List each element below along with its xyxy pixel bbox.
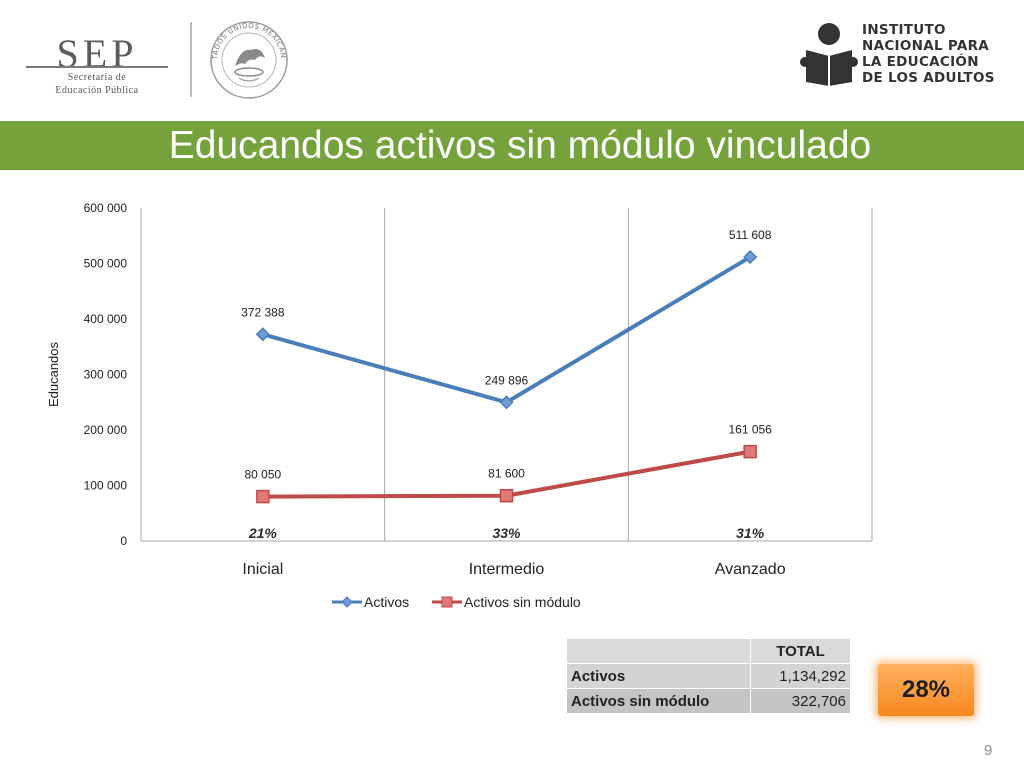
percentage-annotation: 31%	[736, 525, 765, 541]
table-row-value: 1,134,292	[750, 663, 851, 689]
line-chart: 0 100 000 200 000 300 000 400 000 500 000 600 …	[46, 201, 873, 610]
table-row: Activos 1,134,292	[566, 663, 851, 689]
sep-subtitle-line1: Secretaría de	[67, 72, 127, 83]
table-row-label: Activos	[566, 663, 751, 689]
data-point	[743, 249, 758, 265]
sep-wordmark: SEP	[56, 31, 138, 76]
y-tick-label: 400 000	[84, 312, 128, 326]
percentage-annotation: 21%	[248, 525, 278, 541]
table-header-row: TOTAL	[566, 638, 851, 664]
legend-marker	[441, 596, 453, 608]
x-tick-label: Inicial	[242, 561, 283, 578]
legend-label: Activos	[364, 594, 409, 610]
percentage-badge: 28%	[878, 664, 974, 716]
y-tick-label: 600 000	[84, 201, 128, 215]
data-label: 511 608	[729, 228, 772, 242]
y-axis-title: Educandos	[46, 341, 61, 407]
sep-subtitle-line2: Educación Pública	[55, 85, 139, 96]
table-row-value: 322,706	[750, 688, 851, 714]
sep-logo: SEP Secretaría de Educación Pública	[22, 30, 172, 100]
chart-labels: 372 388 249 896 511 608 80 050 81 600 161 056…	[241, 228, 772, 541]
national-seal-icon: ESTADOS UNIDOS MEXICANOS	[205, 14, 288, 99]
inea-line-2: NACIONAL PARA	[862, 38, 990, 54]
table-row-label: Activos sin módulo	[566, 688, 751, 714]
inea-line-3: LA EDUCACIÓN	[862, 54, 979, 70]
data-point	[743, 444, 757, 459]
chart-series	[255, 249, 758, 504]
inea-name: INSTITUTO NACIONAL PARA LA EDUCACIÓN DE …	[862, 22, 995, 86]
chart-grid	[140, 208, 873, 541]
y-tick-label: 200 000	[84, 423, 128, 437]
legend-marker	[341, 596, 353, 608]
inea-line-1: INSTITUTO	[862, 22, 946, 38]
page-number: 9	[984, 742, 993, 759]
legend-label: Activos sin módulo	[464, 594, 581, 610]
data-point	[499, 395, 514, 410]
chart-legend: Activos Activos sin módulo	[332, 594, 581, 610]
table-row: Activos sin módulo 322,706	[566, 688, 851, 714]
data-point	[255, 327, 270, 342]
data-label: 80 050	[244, 468, 281, 482]
logo-divider	[190, 22, 192, 97]
x-tick-label: Intermedio	[469, 561, 545, 578]
totals-table: TOTAL Activos 1,134,292 Activos sin módu…	[566, 638, 851, 714]
inea-logo: INSTITUTO NACIONAL PARA LA EDUCACIÓN DE …	[800, 20, 1010, 90]
y-tick-label: 100 000	[84, 479, 128, 493]
y-tick-label: 300 000	[84, 368, 128, 382]
x-tick-label: Avanzado	[715, 561, 786, 578]
inea-line-4: DE LOS ADULTOS	[862, 70, 995, 86]
data-label: 249 896	[485, 373, 529, 387]
data-label: 81 600	[488, 467, 525, 481]
title-band	[0, 121, 1024, 170]
sep-rule	[26, 66, 168, 68]
table-header-total: TOTAL	[750, 638, 851, 664]
data-label: 372 388	[241, 305, 285, 319]
table-header-blank	[566, 638, 751, 664]
reader-icon	[800, 23, 858, 86]
chart-axes: 0 100 000 200 000 300 000 400 000 500 000 600 …	[46, 201, 872, 578]
page-title: Educandos activos sin módulo vinculado	[168, 124, 872, 167]
data-point	[256, 489, 270, 504]
percentage-annotation: 33%	[492, 525, 521, 541]
data-label: 161 056	[728, 423, 772, 437]
y-tick-label: 500 000	[84, 257, 128, 271]
y-tick-label: 0	[120, 534, 127, 548]
data-point	[499, 488, 514, 503]
